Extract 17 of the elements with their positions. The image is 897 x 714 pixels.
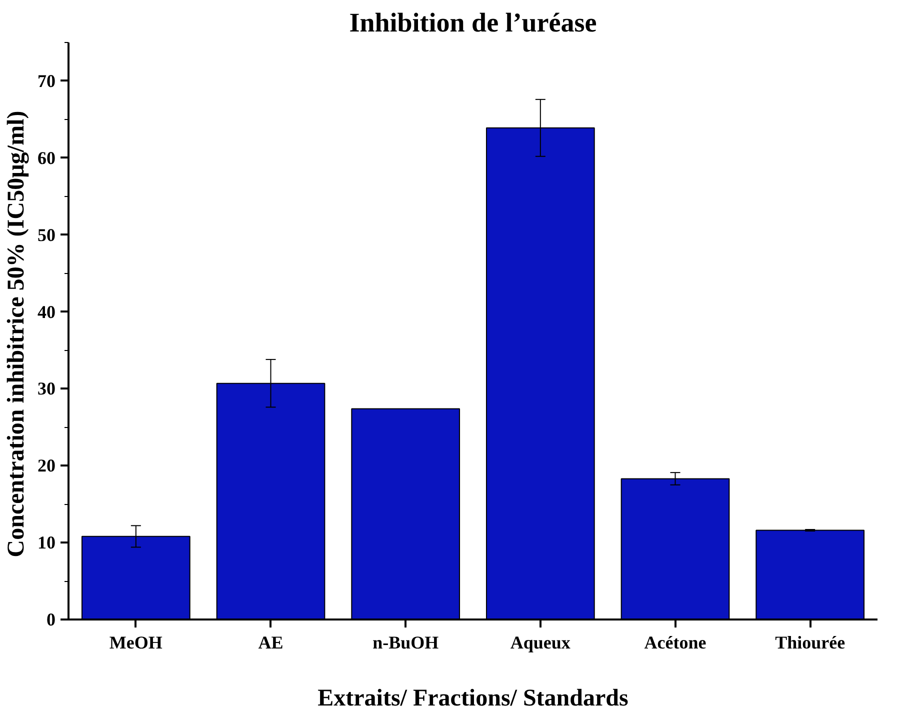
- y-tick-label: 20: [38, 456, 56, 476]
- y-tick-label: 70: [38, 70, 56, 91]
- x-axis-title: Extraits/ Fractions/ Standards: [318, 686, 628, 712]
- y-tick-label: 30: [38, 378, 56, 399]
- chart-title: Inhibition de l’uréase: [349, 8, 597, 38]
- y-tick-label: 0: [46, 610, 56, 630]
- x-tick-label: Thiourée: [775, 632, 846, 652]
- x-tick-label: Aqueux: [510, 632, 570, 652]
- x-tick-label: MeOH: [109, 632, 162, 652]
- y-axis-title: Concentration inhibitrice 50% (IC50µg/ml): [4, 110, 30, 558]
- y-tick-label: 50: [38, 224, 56, 245]
- x-tick-label: Acétone: [644, 632, 706, 652]
- x-tick-label: n-BuOH: [372, 632, 439, 652]
- y-tick-label: 60: [38, 148, 56, 168]
- x-tick-label: AE: [258, 632, 284, 652]
- y-tick-label: 40: [38, 302, 56, 322]
- y-tick-label: 10: [38, 532, 56, 553]
